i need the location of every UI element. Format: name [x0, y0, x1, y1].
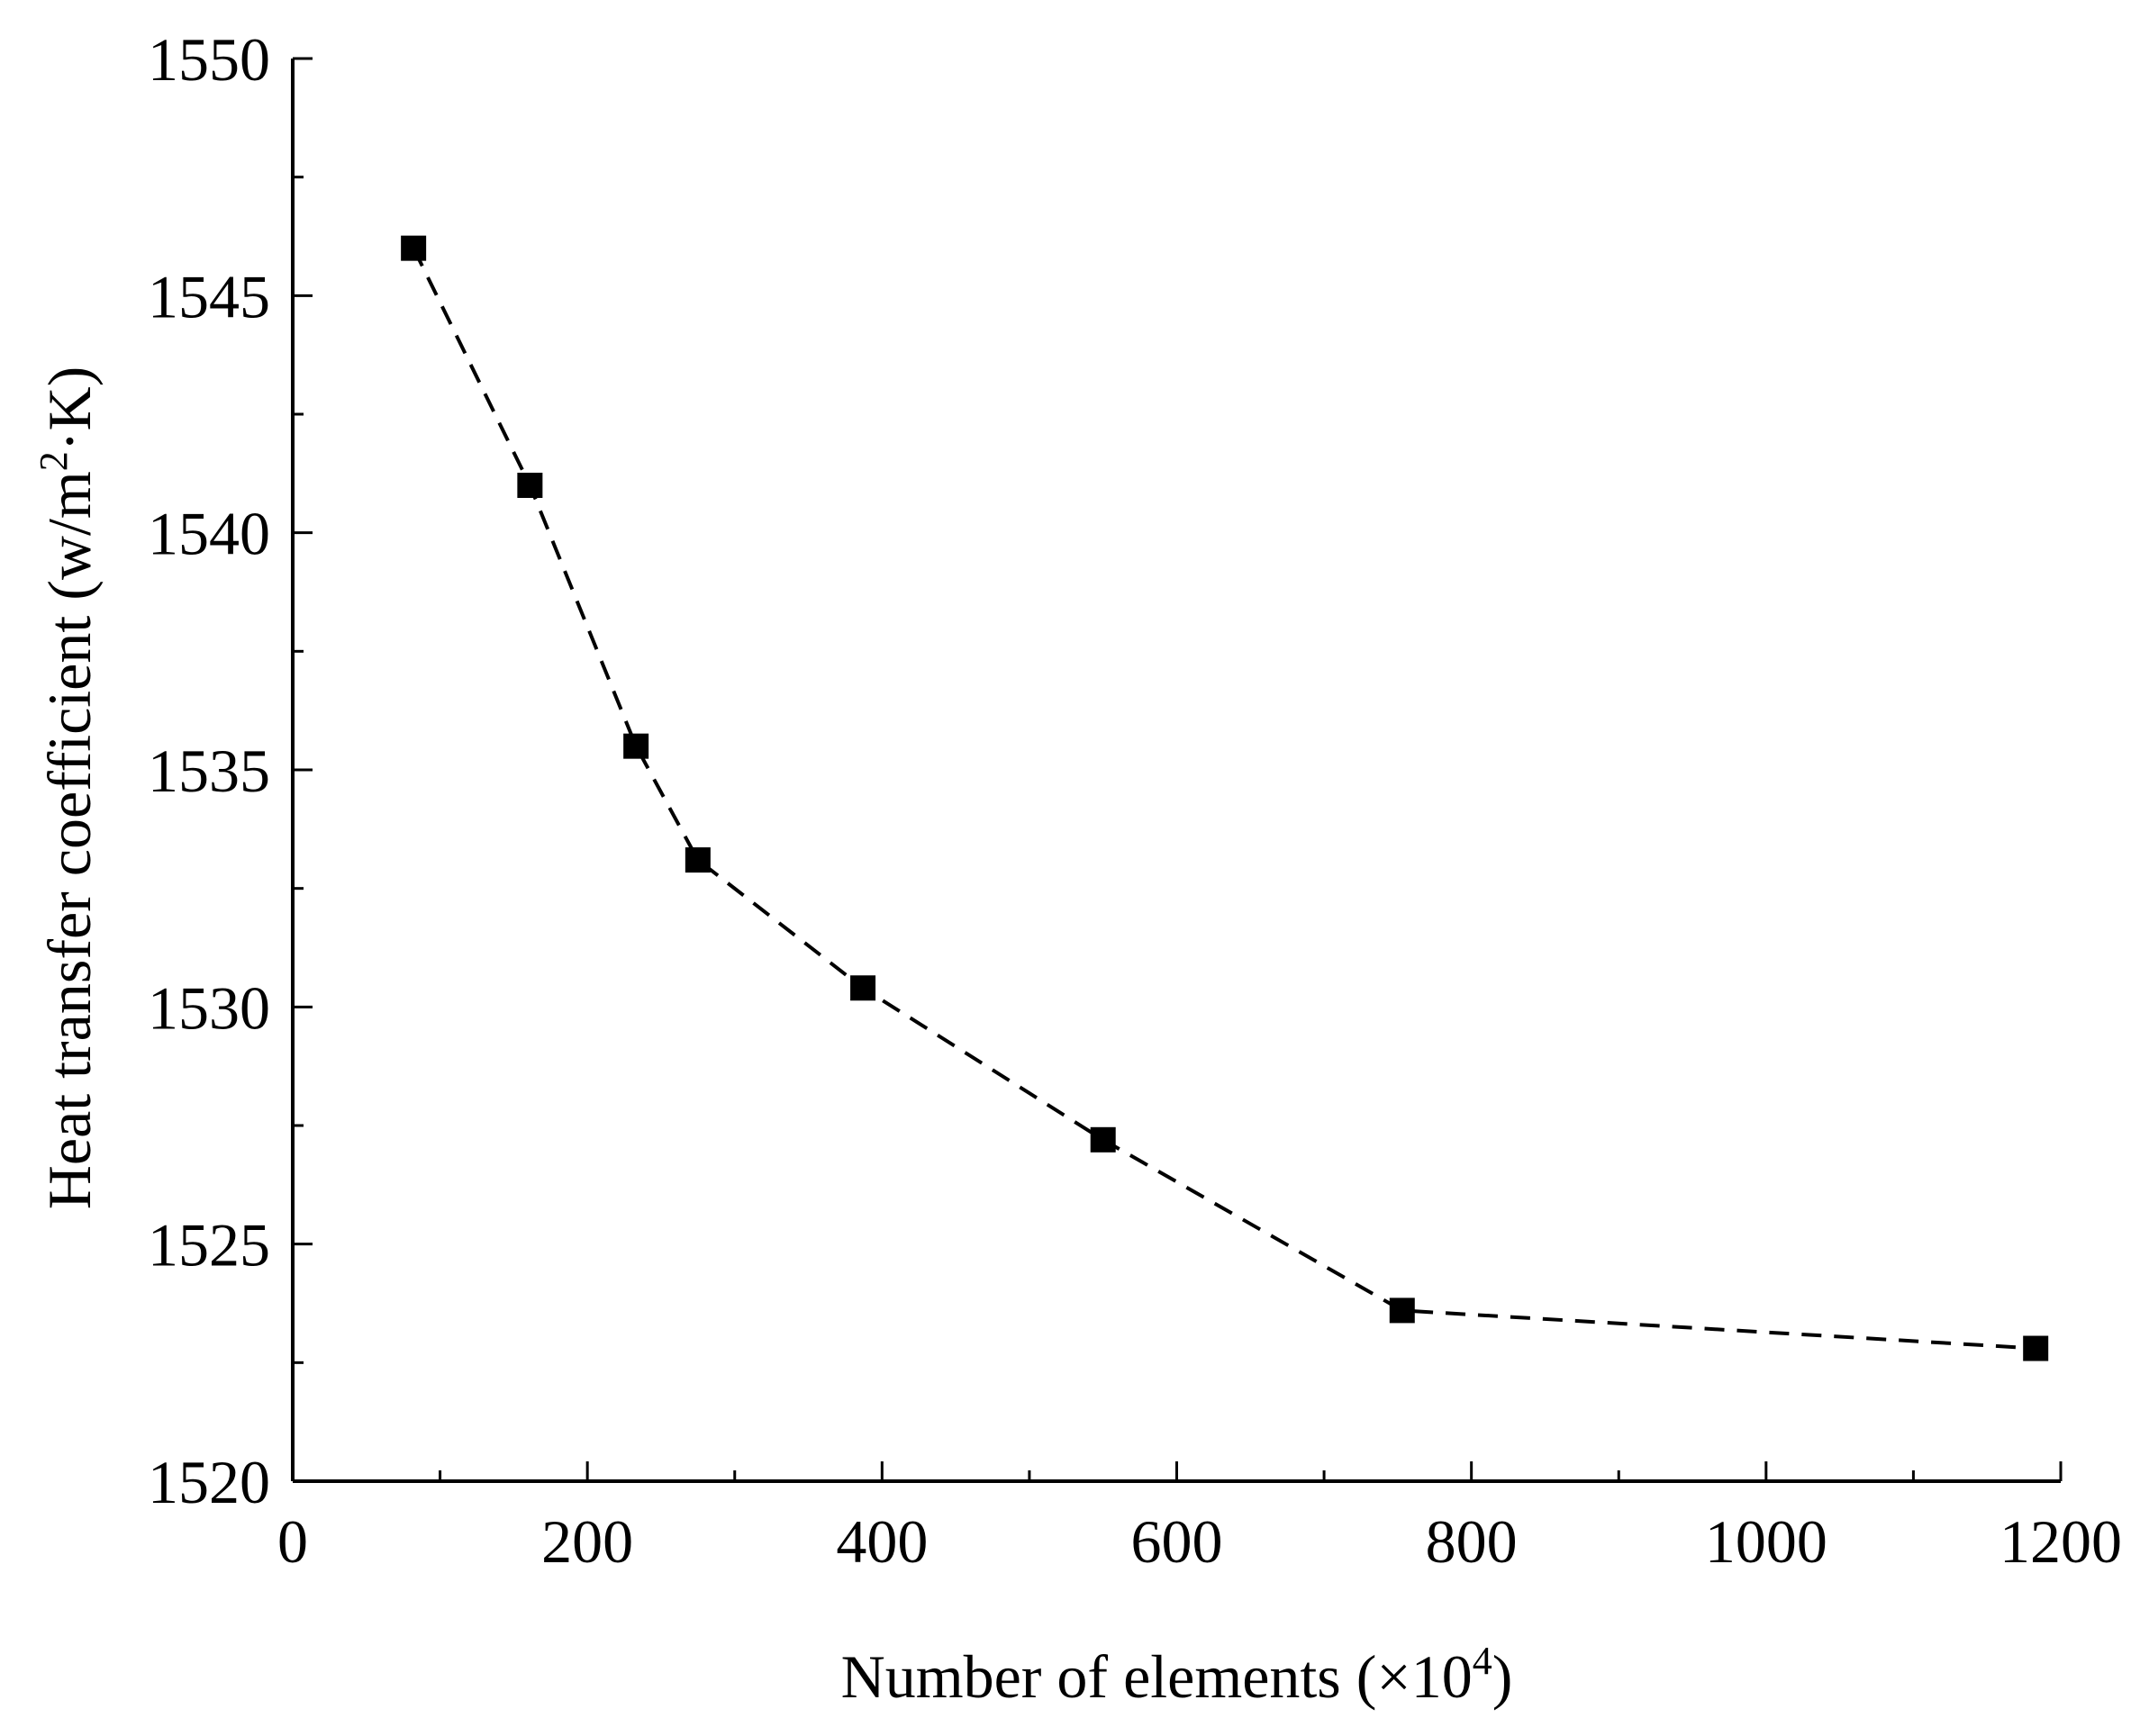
- x-tick-label: 200: [541, 1507, 633, 1576]
- series-layer: [401, 235, 2049, 1361]
- y-axis: 1520 1525 1530 1535 1540 1545 1550: [148, 25, 313, 1516]
- x-axis-title-suffix: ): [1492, 1642, 1513, 1711]
- x-axis-title: Number of elements (×104): [841, 1639, 1513, 1711]
- y-tick-label: 1550: [148, 25, 270, 94]
- data-point: [517, 473, 543, 498]
- y-tick-label: 1530: [148, 973, 270, 1042]
- data-point: [685, 847, 711, 873]
- y-axis-title-suffix: ·K): [35, 366, 104, 451]
- y-tick-label: 1520: [148, 1448, 270, 1516]
- data-point: [1389, 1297, 1415, 1324]
- y-tick-label: 1540: [148, 500, 270, 568]
- data-point: [401, 235, 427, 261]
- y-tick-label: 1525: [148, 1211, 270, 1279]
- data-point: [850, 975, 876, 1001]
- x-axis: 0 200 400 600 800 1000 1200: [277, 1461, 2122, 1576]
- data-point: [2023, 1335, 2049, 1361]
- y-axis-title-sup: 2: [32, 451, 76, 471]
- data-point: [1090, 1126, 1116, 1153]
- x-tick-label: 1200: [1999, 1507, 2122, 1576]
- y-tick-label: 1535: [148, 737, 270, 805]
- plot-frame: [291, 59, 2061, 1483]
- x-tick-label: 800: [1426, 1507, 1518, 1576]
- x-tick-label: 400: [836, 1507, 928, 1576]
- y-tick-label: 1545: [148, 262, 270, 330]
- y-axis-title-text: Heat transfer coefficient (w/m: [35, 471, 104, 1209]
- x-tick-label: 1000: [1705, 1507, 1827, 1576]
- x-axis-title-sup: 4: [1473, 1639, 1492, 1683]
- x-tick-label: 0: [277, 1507, 308, 1576]
- series-line: [412, 247, 2036, 1351]
- y-axis-title: Heat transfer coefficient (w/m2·K): [32, 366, 104, 1209]
- x-axis-title-text: Number of elements (×10: [841, 1642, 1473, 1711]
- x-tick-label: 600: [1131, 1507, 1223, 1576]
- data-point: [623, 733, 649, 759]
